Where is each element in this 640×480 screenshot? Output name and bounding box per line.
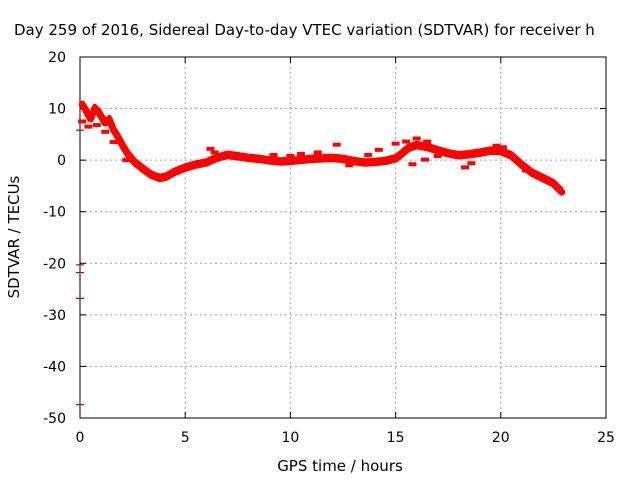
y-tick-label: -50 [43,411,66,427]
data-point [193,162,199,168]
data-point [111,127,117,133]
data-point [393,156,399,162]
data-point [115,134,121,140]
data-point [224,153,230,159]
data-point [203,160,209,166]
edge-markers [76,129,84,406]
data-point [372,160,378,166]
data-point [508,153,514,159]
y-tick-label: 20 [48,50,66,66]
data-point [106,117,112,123]
data-point [559,189,565,195]
data-point [329,156,335,162]
x-tick-label: 15 [387,430,405,446]
y-tick-label: -10 [43,205,66,221]
y-tick-label: -30 [43,308,66,324]
data-point [351,159,357,165]
data-point [277,159,283,165]
data-point [214,156,220,162]
data-point [456,153,462,159]
data-point [298,158,304,164]
data-point [340,157,346,163]
data-point [149,173,155,179]
series-sdtvar [78,100,566,196]
data-point [266,158,272,164]
data-point [382,159,388,165]
data-point [79,101,85,107]
y-axis-label: SDTVAR / TECUs [5,175,23,298]
plot-frame [79,56,607,419]
data-point [399,151,405,157]
x-tick-label: 20 [492,430,510,446]
data-point [256,157,262,163]
data-point [172,170,178,176]
data-point [88,116,94,122]
x-axis-label: GPS time / hours [277,457,403,475]
y-axis: -50 -40 -30 -20 -10 0 10 20 [43,50,606,427]
data-point [235,154,241,160]
y-tick-label: 10 [48,102,66,118]
data-point [102,120,108,126]
y-tick-label: -40 [43,359,66,375]
data-point [163,174,169,180]
data-point [498,149,504,155]
data-point [466,152,472,158]
data-point [519,162,525,168]
data-point [157,176,163,182]
data-point [287,159,293,165]
data-point [96,110,102,116]
data-point [405,146,411,152]
x-tick-label: 10 [281,430,299,446]
data-point [487,148,493,154]
data-point [182,165,188,171]
data-point [125,152,131,158]
data-point [245,156,251,162]
chart-title: Day 259 of 2016, Sidereal Day-to-day VTE… [14,21,595,39]
data-point [92,106,98,112]
data-point [319,156,325,162]
data-point [550,181,556,187]
data-point [132,160,138,166]
data-point [424,145,430,151]
data-point [308,157,314,163]
data-point [435,148,441,154]
data-point [529,171,535,177]
data-point [140,166,146,172]
data-point [83,108,89,114]
data-point [119,142,125,148]
data-point [414,143,420,149]
x-tick-label: 0 [76,430,85,446]
y-tick-label: -20 [43,256,66,272]
grid [80,57,606,418]
data-point [98,113,104,119]
data-point [361,160,367,166]
x-tick-label: 25 [597,430,615,446]
y-tick-label: 0 [57,153,66,169]
x-axis: 0 5 10 15 20 25 [76,57,615,446]
x-tick-label: 5 [181,430,190,446]
